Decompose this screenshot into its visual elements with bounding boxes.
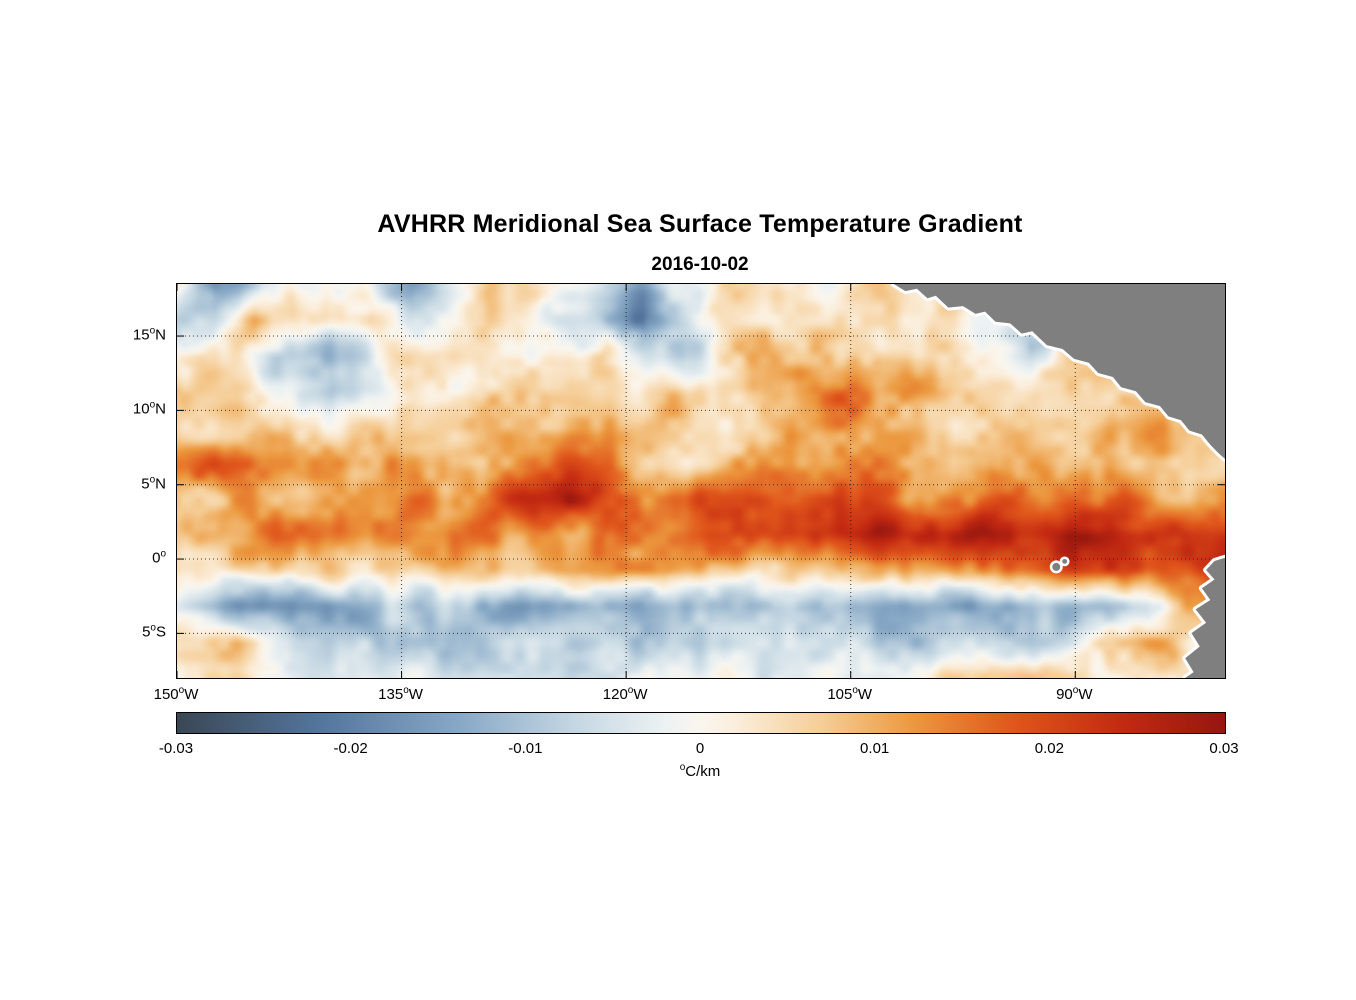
hemisphere: N — [155, 326, 166, 344]
degree-symbol: o — [403, 685, 409, 696]
lat-tick-label: 5oS — [142, 622, 166, 641]
lat-tick-label: 15oN — [132, 325, 166, 344]
landmass-central-america — [893, 284, 1225, 459]
hemisphere: N — [155, 475, 166, 493]
colorbar-tick-label: 0.01 — [860, 740, 890, 757]
colorbar-tick-label: 0.03 — [1209, 740, 1239, 757]
sst-gradient-heatmap — [177, 284, 1225, 678]
colorbar-tick-label: 0 — [695, 740, 705, 757]
lat-value: 5 — [142, 623, 151, 641]
lon-tick-label: 90oW — [1056, 685, 1093, 704]
lon-value: 120 — [602, 686, 628, 703]
degree-symbol: o — [679, 762, 686, 773]
lon-tick-label: 120oW — [602, 685, 648, 704]
colorbar-tick-label: 0.02 — [1034, 740, 1064, 757]
landmass-south-america — [1185, 557, 1225, 678]
lat-value: 15 — [132, 326, 150, 344]
chart-title: AVHRR Meridional Sea Surface Temperature… — [377, 210, 1023, 238]
colorbar-tick-label: -0.01 — [508, 740, 543, 757]
hemisphere: W — [633, 686, 648, 703]
unit-text: C/km — [685, 763, 721, 780]
lon-tick-label: 150oW — [153, 685, 199, 704]
degree-symbol: o — [627, 685, 634, 696]
colorbar-unit-label: oC/km — [176, 762, 1224, 781]
colorbar-tick-label: -0.02 — [333, 740, 368, 757]
map-overlay — [177, 284, 1225, 678]
degree-symbol: o — [1072, 685, 1079, 696]
degree-symbol: o — [149, 399, 156, 411]
hemisphere: W — [408, 686, 423, 703]
map-plot-area — [176, 283, 1226, 679]
island-galapagos — [1049, 560, 1063, 574]
lon-value: 135 — [378, 686, 404, 703]
lon-value: 150 — [153, 686, 179, 703]
hemisphere: N — [155, 400, 166, 418]
degree-symbol: o — [178, 685, 185, 696]
degree-symbol: o — [149, 474, 156, 486]
hemisphere: W — [857, 686, 873, 703]
degree-symbol: o — [852, 685, 858, 696]
lat-value: 5 — [141, 475, 150, 493]
degree-symbol: o — [149, 325, 156, 337]
lon-value: 90 — [1056, 686, 1073, 703]
lat-tick-label: 0o — [152, 548, 166, 567]
lat-tick-label: 5oN — [141, 474, 166, 493]
lat-value: 10 — [132, 400, 150, 418]
hemisphere: W — [184, 686, 199, 703]
lat-tick-label: 10oN — [132, 399, 166, 418]
lon-value: 105 — [827, 686, 853, 703]
lon-tick-label: 135oW — [378, 685, 423, 704]
degree-symbol: o — [160, 548, 166, 560]
lat-value: 0 — [152, 549, 161, 567]
lon-tick-label: 105oW — [827, 685, 873, 704]
degree-symbol: o — [150, 622, 156, 634]
chart-date: 2016-10-02 — [651, 254, 749, 275]
hemisphere: W — [1078, 686, 1093, 703]
colorbar — [176, 712, 1226, 734]
hemisphere: S — [155, 623, 166, 641]
island-galapagos — [1059, 556, 1070, 567]
colorbar-tick-label: -0.03 — [158, 740, 194, 757]
